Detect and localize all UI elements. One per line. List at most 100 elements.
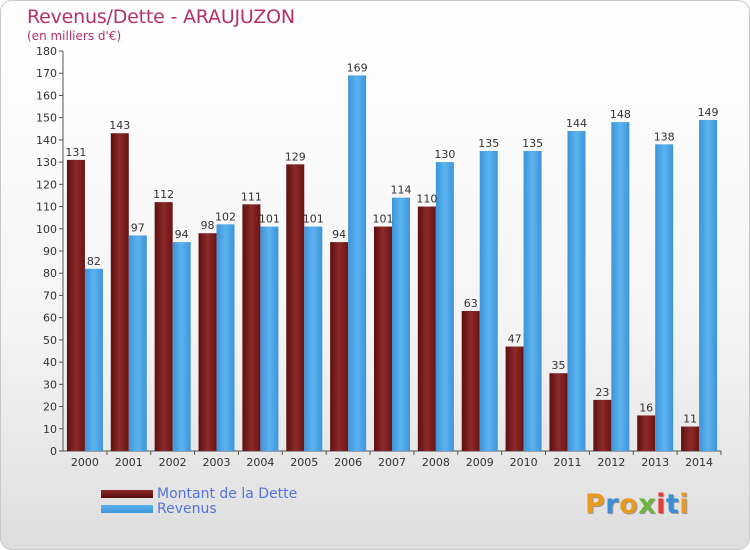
label-revenus-2000: 82	[87, 255, 101, 268]
chart-subtitle: (en milliers d'€)	[27, 29, 122, 43]
label-revenus-2014: 149	[698, 106, 719, 119]
logo-letter: i	[656, 489, 666, 520]
bar-dette-2013	[637, 415, 656, 451]
x-tick-label: 2014	[685, 456, 713, 469]
bar-dette-2003	[198, 233, 217, 451]
label-revenus-2003: 102	[215, 210, 236, 223]
x-tick-label: 2000	[71, 456, 99, 469]
x-tick-label: 2011	[553, 456, 581, 469]
x-tick-label: 2003	[203, 456, 231, 469]
label-dette-2007: 101	[373, 213, 394, 226]
bar-dette-2014	[681, 426, 700, 451]
logo-letter: r	[605, 489, 620, 520]
bar-revenus-2006	[348, 75, 367, 451]
y-tick-label: 180	[36, 45, 57, 58]
y-tick-label: 0	[50, 445, 57, 458]
y-tick-label: 110	[36, 201, 57, 214]
y-tick-label: 170	[36, 67, 57, 80]
label-revenus-2013: 138	[654, 130, 675, 143]
bar-revenus-2008	[435, 162, 454, 451]
x-tick-label: 2001	[115, 456, 143, 469]
label-dette-2010: 47	[508, 333, 522, 346]
label-dette-2011: 35	[551, 359, 565, 372]
bar-revenus-2000	[84, 268, 103, 451]
label-dette-2004: 111	[241, 190, 262, 203]
y-tick-label: 130	[36, 156, 57, 169]
label-revenus-2011: 144	[566, 117, 587, 130]
label-revenus-2007: 114	[391, 184, 412, 197]
legend-swatch-dette	[101, 490, 153, 498]
bar-revenus-2010	[523, 151, 542, 451]
x-axis-ticks: 2000 2001 2002 2003 2004 2005 2006 2007 2008 2009…	[71, 451, 722, 469]
bar-revenus-2007	[392, 197, 410, 451]
label-revenus-2001: 97	[131, 221, 145, 234]
label-dette-2002: 112	[153, 188, 174, 201]
label-revenus-2002: 94	[175, 228, 189, 241]
label-revenus-2010: 135	[522, 137, 543, 150]
bar-revenus-2002	[172, 242, 191, 451]
y-tick-label: 50	[43, 334, 57, 347]
label-dette-2012: 23	[595, 386, 609, 399]
bar-dette-2012	[593, 399, 612, 451]
y-tick-label: 20	[43, 401, 57, 414]
bar-dette-2004	[242, 204, 261, 451]
logo-letter: P	[585, 489, 606, 520]
label-revenus-2004: 101	[259, 213, 280, 226]
chart-title: Revenus/Dette - ARAUJUZON	[27, 6, 295, 28]
label-dette-2006: 94	[332, 228, 346, 241]
logo-letter: i	[679, 489, 690, 520]
logo-letter: x	[638, 489, 657, 520]
bar-revenus-2001	[128, 235, 147, 451]
x-tick-label: 2012	[597, 456, 625, 469]
label-dette-2009: 63	[464, 297, 478, 310]
label-dette-2000: 131	[65, 146, 86, 159]
bar-revenus-2003	[216, 224, 235, 451]
bar-dette-2006	[330, 242, 349, 451]
y-tick-label: 70	[43, 289, 57, 302]
bar-revenus-2013	[655, 144, 674, 452]
bar-revenus-2009	[479, 151, 498, 451]
y-tick-label: 100	[36, 223, 57, 236]
bar-dette-2002	[154, 202, 173, 451]
label-revenus-2008: 130	[434, 148, 455, 161]
x-tick-label: 2008	[422, 456, 450, 469]
bar-dette-2009	[461, 311, 480, 451]
y-tick-label: 10	[43, 423, 57, 436]
bar-dette-2011	[549, 373, 568, 451]
bar-dette-2000	[66, 159, 85, 451]
label-dette-2001: 143	[109, 119, 130, 132]
x-tick-label: 2013	[641, 456, 669, 469]
label-dette-2014: 11	[683, 413, 697, 426]
x-tick-label: 2009	[466, 456, 494, 469]
x-tick-label: 2002	[159, 456, 187, 469]
y-tick-label: 30	[43, 378, 57, 391]
bar-revenus-2014	[699, 119, 718, 451]
legend-label-dette: Montant de la Dette	[157, 486, 298, 502]
bar-dette-2005	[286, 164, 305, 452]
bar-chart: 0 10 20 30 40 50 60 70 80 90 100 110 120 130 140 150 160…	[36, 45, 722, 469]
logo-letter: o	[619, 489, 639, 520]
proxiti-logo: Proxiti	[585, 489, 689, 520]
y-tick-label: 80	[43, 267, 57, 280]
bar-dette-2001	[110, 133, 129, 451]
bars-group	[66, 75, 718, 452]
y-axis-ticks: 0 10 20 30 40 50 60 70 80 90 100 110 120 130 140 150 160…	[36, 45, 63, 458]
label-revenus-2005: 101	[303, 213, 324, 226]
legend-label-revenus: Revenus	[157, 501, 217, 517]
x-tick-label: 2004	[246, 456, 274, 469]
x-tick-label: 2010	[510, 456, 538, 469]
y-tick-label: 140	[36, 134, 57, 147]
y-tick-label: 160	[36, 89, 57, 102]
label-dette-2013: 16	[639, 401, 653, 414]
bar-revenus-2012	[611, 122, 630, 451]
label-revenus-2012: 148	[610, 108, 631, 121]
y-tick-label: 40	[43, 356, 57, 369]
x-tick-label: 2005	[290, 456, 318, 469]
y-tick-label: 120	[36, 178, 57, 191]
y-tick-label: 90	[43, 245, 57, 258]
label-revenus-2006: 169	[347, 61, 368, 74]
x-tick-label: 2006	[334, 456, 362, 469]
bar-revenus-2004	[260, 226, 279, 451]
